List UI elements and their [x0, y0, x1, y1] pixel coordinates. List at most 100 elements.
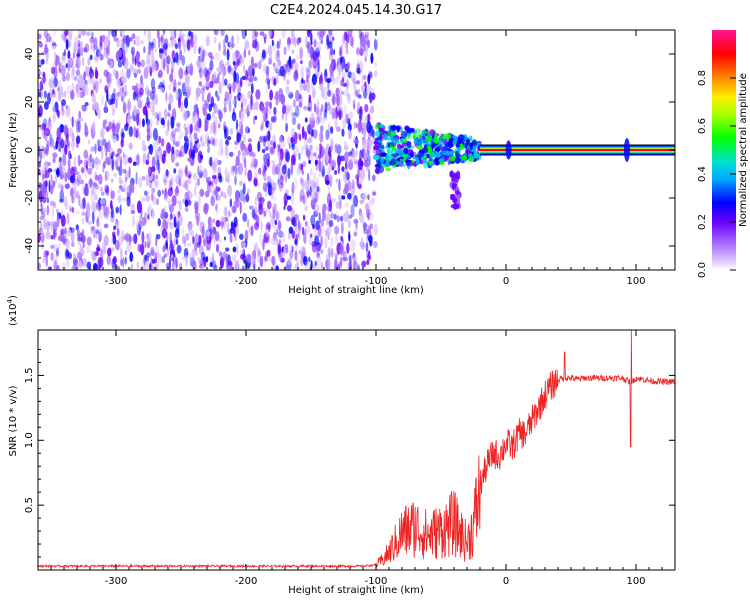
spectrogram-noise-cell — [239, 233, 244, 241]
spectrogram-noise-cell — [98, 210, 103, 220]
spectrogram-noise-cell — [135, 82, 139, 94]
spectrogram-noise-cell — [41, 85, 44, 91]
spectrogram-noise-cell — [352, 253, 358, 263]
spectrogram-noise-cell — [292, 150, 296, 156]
spectrogram-noise-cell — [320, 218, 324, 228]
spectrogram-noise-cell — [240, 253, 245, 260]
spectrogram-noise-cell — [184, 254, 189, 267]
spectrogram-noise-cell — [72, 52, 75, 59]
spectrogram-noise-cell — [151, 258, 156, 264]
spectrogram-onset-cell — [430, 151, 435, 159]
spectrogram-noise-cell — [106, 78, 112, 88]
spectrogram-noise-cell — [40, 88, 43, 100]
spectrogram-noise-cell — [132, 91, 137, 101]
spectrogram-noise-cell — [82, 56, 85, 67]
spectrogram-noise-cell — [68, 57, 74, 68]
spectrogram-noise-cell — [130, 177, 135, 186]
spectrogram-noise-cell — [347, 71, 353, 79]
spectrogram-noise-cell — [341, 128, 345, 137]
spectrogram-noise-cell — [82, 47, 87, 52]
spectrogram-noise-cell — [156, 154, 160, 166]
spectrogram-noise-cell — [327, 30, 333, 36]
spectrogram-noise-cell — [289, 60, 294, 70]
spectrogram-noise-cell — [95, 202, 99, 210]
spectrogram-onset-cell — [373, 140, 379, 146]
snr-xtick-label: -300 — [105, 576, 128, 587]
spectrogram-noise-cell — [313, 197, 318, 204]
spectrogram-noise-cell — [156, 30, 160, 39]
spectrogram-noise-cell — [299, 222, 302, 232]
spectrogram-noise-cell — [338, 178, 341, 192]
spectrogram-noise-cell — [73, 186, 76, 199]
spectrogram-noise-cell — [336, 144, 342, 155]
spectrogram-noise-cell — [141, 175, 146, 181]
spectrogram-noise-cell — [210, 231, 215, 240]
spectrogram-noise-cell — [363, 49, 369, 59]
spectrogram-noise-cell — [306, 125, 310, 132]
spectrogram-noise-cell — [368, 212, 374, 221]
spectrogram-noise-cell — [96, 46, 99, 59]
spectrogram-noise-cell — [220, 190, 223, 197]
spectrogram-noise-cell — [280, 94, 286, 105]
spectrogram-noise-cell — [138, 216, 142, 226]
spectrogram-noise-cell — [278, 38, 282, 46]
spectrogram-noise-cell — [144, 190, 148, 196]
spectrogram-noise-cell — [59, 61, 63, 70]
spectrogram-noise-cell — [260, 220, 263, 232]
spectrogram-noise-cell — [75, 224, 79, 231]
spectrogram-noise-cell — [159, 87, 165, 93]
spectrogram-noise-cell — [210, 227, 214, 240]
spectrogram-noise-cell — [103, 46, 109, 59]
spectrogram-noise-cell — [140, 74, 144, 85]
spectrogram-noise-cell — [126, 194, 131, 207]
spectrogram-noise-cell — [75, 137, 79, 149]
spectrogram-noise-cell — [248, 77, 254, 83]
spectrogram-noise-cell — [214, 231, 220, 242]
spectrogram-noise-cell — [81, 105, 87, 113]
spectrogram-noise-cell — [45, 251, 50, 256]
spectrogram-onset-cell — [378, 127, 384, 133]
snr-ytick-label: 1.0 — [24, 432, 35, 448]
spectrogram-noise-cell — [263, 36, 267, 44]
spectrogram-noise-cell — [70, 166, 74, 177]
spectrogram-noise-cell — [304, 179, 310, 192]
spectrogram-noise-cell — [189, 123, 193, 134]
spectrogram-noise-cell — [323, 114, 327, 119]
colorbar-gradient — [712, 30, 736, 270]
spectrogram-noise-cell — [331, 107, 337, 120]
spectrogram-noise-cell — [293, 131, 298, 145]
spectrogram-noise-cell — [274, 219, 277, 226]
spectrogram-noise-cell — [360, 237, 364, 250]
spectrogram-noise-cell — [235, 259, 239, 269]
spectrogram-noise-cell — [184, 191, 190, 201]
spectrogram-noise-cell — [91, 158, 95, 169]
spectrogram-noise-cell — [224, 62, 229, 67]
spectrogram-noise-cell — [271, 39, 274, 47]
spectrogram-noise-cell — [165, 128, 169, 137]
spectrogram-onset-cell — [469, 143, 473, 151]
spectrogram-noise-cell — [121, 92, 125, 105]
spectrogram-noise-cell — [84, 83, 89, 96]
spectrogram-noise-cell — [127, 156, 133, 164]
spectrogram-noise-cell — [282, 231, 286, 244]
spectrogram-noise-cell — [352, 149, 357, 159]
spectrogram-noise-cell — [202, 106, 207, 116]
spectrogram-noise-cell — [116, 91, 121, 97]
spectrogram-noise-cell — [168, 103, 172, 112]
spectrogram-noise-cell — [373, 240, 378, 249]
spectrogram-noise-cell — [126, 199, 132, 208]
spectrogram-noise-cell — [223, 236, 227, 241]
spectrogram-noise-cell — [125, 35, 130, 48]
spectrogram-noise-cell — [72, 47, 76, 53]
spectrogram-noise-cell — [136, 200, 142, 214]
spectrogram-noise-cell — [157, 69, 163, 78]
spectrogram-noise-cell — [113, 173, 117, 178]
spectrogram-noise-cell — [117, 91, 124, 101]
spectrogram-noise-cell — [177, 168, 184, 179]
spectrogram-noise-cell — [44, 179, 48, 188]
spectrogram-noise-cell — [201, 50, 205, 62]
spectrogram-noise-cell — [101, 133, 105, 139]
spectrogram-noise-cell — [65, 104, 68, 110]
spectrogram-noise-cell — [253, 177, 258, 187]
spectrogram-noise-cell — [263, 210, 267, 217]
